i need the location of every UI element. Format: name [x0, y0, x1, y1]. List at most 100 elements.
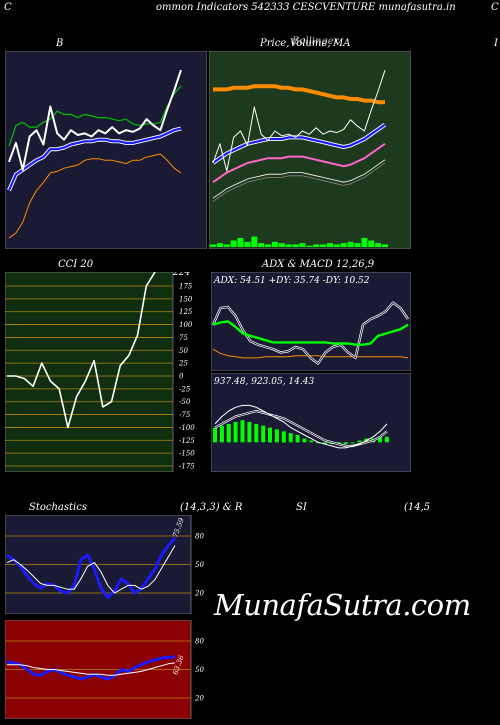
cci-tick-label: -150: [179, 450, 195, 458]
rsi-params: (14,5: [404, 502, 431, 513]
volume-bar: [320, 244, 327, 247]
macd-panel: 937.48, 923.05, 14.43: [211, 373, 411, 472]
stochastics-title: Stochastics: [29, 502, 87, 513]
volume-bar: [244, 241, 251, 247]
cci-tick-label: 50: [179, 347, 188, 355]
cci-tick-label: -125: [179, 437, 195, 445]
cci-tick-label: -75: [179, 411, 191, 419]
ma-pink-line: [212, 142, 386, 184]
macd-histogram-bar: [254, 423, 259, 443]
price-line: [212, 70, 386, 172]
price-volume-chart: [209, 51, 411, 249]
cci-tick-label: -175: [179, 463, 195, 471]
volume-bar: [223, 244, 230, 247]
macd-histogram-bar: [295, 435, 300, 443]
price-title-right: MA: [333, 38, 351, 49]
macd-histogram-bar: [219, 425, 224, 443]
volume-bar: [237, 237, 244, 247]
adx-chart: ADX: 54.51 +DY: 35.74 -DY: 10.52: [211, 272, 411, 371]
rsi-average-line: [7, 662, 176, 676]
volume-bar: [354, 243, 361, 247]
macd-histogram-bar: [274, 429, 279, 443]
cci-tick-label: 175: [179, 283, 193, 291]
volume-bar: [313, 244, 320, 247]
cci-tick-label: 150: [179, 295, 193, 303]
volume-bar: [340, 243, 347, 247]
adx-panel: ADX: 54.51 +DY: 35.74 -DY: 10.52: [211, 272, 411, 371]
page-title: ommon Indicators 542333 CESCVENTURE muna…: [156, 2, 456, 13]
volume-bar: [278, 243, 285, 247]
adx-macd-title: ADX & MACD 12,26,9: [262, 259, 375, 270]
macd-histogram-bar: [240, 420, 245, 443]
macd-histogram-bar: [323, 442, 328, 445]
stoch-d-line: [6, 545, 176, 594]
cci-tick-label: 125: [179, 308, 193, 316]
macd-histogram-bar: [281, 431, 286, 443]
cci-tick-label: -100: [179, 424, 195, 432]
volume-bar: [368, 240, 375, 247]
panel-background: [209, 51, 411, 249]
volume-bar: [258, 243, 265, 247]
bollinger-title: B: [56, 38, 64, 49]
price-title-mid: Volume,: [290, 38, 331, 49]
header-right-letter: C: [491, 2, 499, 13]
stochastics-panel: 80 50 20 75.59: [5, 515, 209, 614]
volume-bar: [210, 244, 216, 247]
macd-chart: 937.48, 923.05, 14.43: [211, 373, 411, 472]
macd-histogram-bar: [247, 422, 252, 443]
ma-orange-line: [213, 84, 385, 105]
macd-histogram-bar: [309, 440, 314, 443]
macd-values-label: 937.48, 923.05, 14.43: [214, 377, 314, 387]
macd-histogram-bar: [378, 436, 383, 443]
macd-histogram-bar: [302, 438, 307, 443]
panel-background: [5, 51, 207, 249]
cci-tick-label: 25: [178, 360, 188, 368]
ma-long-line: [212, 159, 386, 199]
rsi-line: [6, 655, 175, 681]
rsi-title: SI: [296, 502, 307, 513]
header-left-letter: C: [4, 2, 12, 13]
stochastics-params: (14,3,3) & R: [180, 502, 243, 513]
macd-histogram-bar: [233, 422, 238, 443]
cci-chart: 175 150 125 100 75 50 25 0 -25 -50 -75 -100 -125 -150…: [5, 272, 195, 472]
volume-bar: [306, 245, 313, 247]
stoch-tick-label: 50: [195, 561, 204, 569]
cci-tick-label: 75: [179, 334, 188, 342]
volume-bar: [292, 244, 299, 247]
price-line: [8, 69, 182, 171]
volume-bar: [216, 243, 223, 247]
macd-histogram-bar: [226, 423, 231, 443]
rsi-tick-label: 20: [194, 695, 204, 703]
cci-last-value: 224: [172, 272, 190, 278]
volume-bar: [271, 241, 278, 247]
adx-values-label: ADX: 54.51 +DY: 35.74 -DY: 10.52: [213, 276, 370, 286]
cci-tick-label: 100: [179, 321, 193, 329]
adx-line: [212, 320, 409, 346]
right-edge-title: I: [494, 38, 498, 49]
macd-histogram-bar: [385, 436, 389, 443]
volume-bar: [230, 240, 237, 247]
volume-bar: [347, 241, 354, 247]
stoch-tick-label: 80: [195, 533, 204, 541]
lower-band-line: [8, 153, 182, 239]
cci-line: [7, 272, 156, 429]
macd-histogram-bar: [261, 425, 266, 443]
panel-background: [211, 272, 411, 371]
bollinger-panel: [5, 51, 207, 249]
volume-bar: [285, 244, 292, 247]
volume-bar: [265, 244, 271, 247]
price-title-left: Price,: [260, 38, 290, 49]
volume-bar: [361, 237, 368, 247]
rsi-tick-label: 80: [195, 638, 204, 646]
volume-bar: [333, 244, 340, 247]
watermark: MunafaSutra.com: [214, 588, 471, 622]
stoch-tick-label: 20: [194, 590, 204, 598]
volume-bar: [375, 243, 382, 247]
macd-histogram-bar: [213, 427, 217, 443]
cci-title: CCI 20: [58, 259, 94, 270]
macd-histogram-bar: [343, 442, 348, 445]
price-title-overlap: Bollinger: [292, 36, 339, 47]
middle-band-line: [7, 127, 182, 191]
